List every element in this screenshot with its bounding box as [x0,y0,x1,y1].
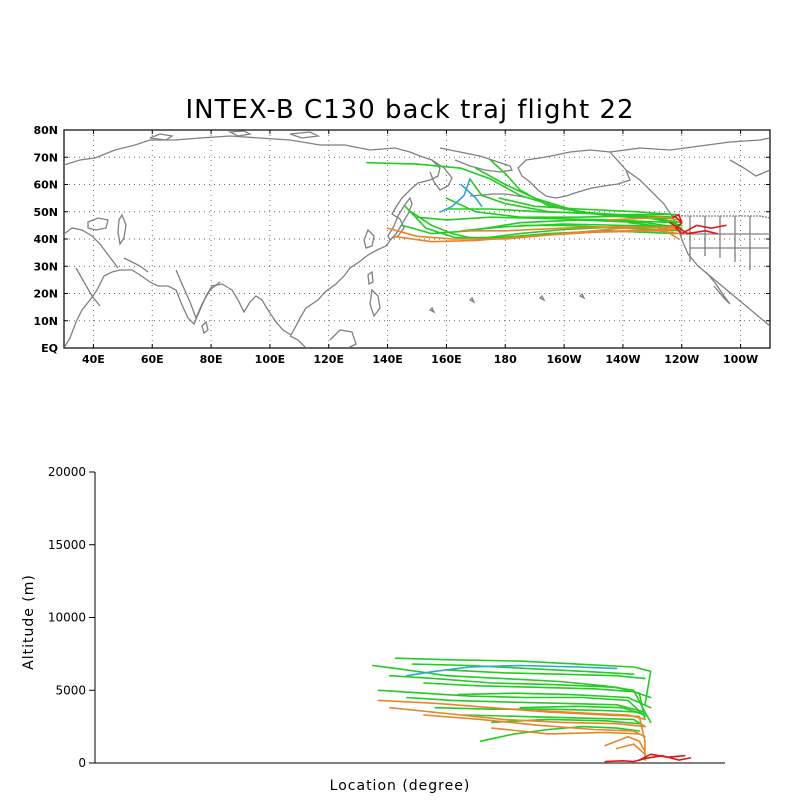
map-y-tick-label: 40N [33,233,58,246]
coastline-baja [705,271,731,305]
map-trajectory-green [460,223,680,232]
coastline-sumatra [289,335,307,348]
coastline-philippines [369,288,381,318]
map-y-tick-label: 20N [33,288,58,301]
altitude-y-tick-label: 20000 [48,465,86,479]
coastline-arctic-islands [149,130,321,141]
altitude-x-label: Location (degree) [330,778,471,794]
map-trajectory-green [445,208,659,218]
altitude-trajectory-green [462,714,646,728]
map-x-tick-label: 80E [200,353,223,366]
coastline-chukotka [439,147,513,173]
map-x-tick-label: 120W [664,353,699,366]
map-x-tick-label: 180 [494,353,517,366]
map-trajectory-red [672,213,683,224]
map-trajectory-red [669,221,718,235]
map-trajectory-orange [460,225,677,232]
altitude-trajectory-green [519,705,646,716]
altitude-trajectory-orange [604,736,646,753]
map-trajectory-orange [657,227,680,240]
us-border [672,215,770,219]
coastline-canada [609,137,770,153]
coastline-kamchatka [429,159,453,191]
coastline-persian-gulf [123,257,149,273]
altitude-trajectory-orange [423,714,646,738]
map-x-tick-label: 160W [547,353,582,366]
altitude-trajectory-red [638,753,686,761]
map-trajectory-orange [392,230,680,243]
map-trajectory-orange [563,228,677,235]
map-y-tick-label: 50N [33,206,58,219]
altitude-trajectory-orange [389,706,646,728]
altitude-trajectory-orange [615,743,646,756]
altitude-trajectory-orange [536,709,646,721]
altitude-y-tick-label: 0 [78,756,86,770]
altitude-y-tick-label: 10000 [48,611,86,625]
altitude-trajectory-green [445,669,646,680]
coastline-pacific-islands [428,292,586,314]
map-y-tick-label: EQ [41,342,58,355]
coastline-korea [363,228,375,249]
map-x-tick-label: 60E [141,353,164,366]
altitude-trajectory-green [434,706,641,713]
map-trajectory-green [366,161,683,227]
map-trajectory-cyan [439,178,471,213]
map-y-tick-label: 70N [33,151,58,164]
altitude-trajectory-green [406,696,646,713]
coastline-india [175,269,221,320]
map-y-tick-label: 30N [33,260,58,273]
map-trajectory-green [498,197,674,216]
altitude-trajectory-green [457,692,652,709]
altitude-y-label: Altitude (m) [21,574,37,670]
map-x-tick-label: 40E [82,353,105,366]
coastlines [64,130,770,348]
altitude-trajectory-green [377,689,646,718]
map-trajectories [366,159,727,243]
map-title: INTEX-B C130 back traj flight 22 [185,95,634,125]
coastline-hudson [729,159,770,177]
altitude-trajectory-green [394,657,652,706]
map-x-tick-label: 140W [605,353,640,366]
map-x-tick-label: 100W [723,353,758,366]
coastline-taiwan [367,270,374,285]
map-y-ticks: EQ 10N 20N 30N 40N 50N 60N 70N 80N [33,124,770,355]
altitude-trajectory-orange [491,727,641,735]
map-y-tick-label: 60N [33,179,58,192]
coastline-borneo [329,329,357,348]
map-trajectory-orange [386,225,677,240]
coastline-aleutians [469,193,531,199]
map-x-tick-label: 100E [255,353,285,366]
us-states [680,216,770,270]
coastline-red-sea [75,267,101,307]
coastline-mediterranean [64,227,119,269]
map-x-tick-label: 120E [314,353,344,366]
altitude-y-tick-label: 15000 [48,538,86,552]
altitude-panel: 0 5000 10000 15000 20000 Altitude (m) Locati… [21,465,725,794]
map-y-tick-label: 10N [33,315,58,328]
map-trajectory-green [416,216,677,224]
map-panel: 40E 60E 80E 100E 120E 140E 160E 180 160W 140W 120W… [33,124,771,366]
map-y-tick-label: 80N [33,124,58,137]
altitude-trajectory-green [423,682,652,699]
coastline-sri-lanka [201,320,209,335]
map-x-tick-label: 160E [431,353,461,366]
altitude-trajectory-green [411,663,635,675]
coastline-alaska [517,149,631,199]
altitude-y-tick-label: 5000 [55,683,86,697]
altitude-y-ticks: 0 5000 10000 15000 20000 [48,465,95,770]
map-trajectory-cyan [460,183,483,208]
coastline-black-sea [87,217,109,231]
coastline-pacific-na [625,169,770,327]
coastline-caspian [117,213,127,246]
map-x-tick-label: 140E [372,353,402,366]
map-x-ticks: 40E 60E 80E 100E 120E 140E 160E 180 160W 140W 120W… [82,130,758,366]
map-trajectory-orange [607,216,680,221]
coastline-eurasia [64,135,441,348]
altitude-trajectory-red [604,754,692,763]
map-trajectory-green [401,219,683,235]
altitude-trajectory-cyan [406,664,618,677]
altitude-trajectories [372,657,692,763]
